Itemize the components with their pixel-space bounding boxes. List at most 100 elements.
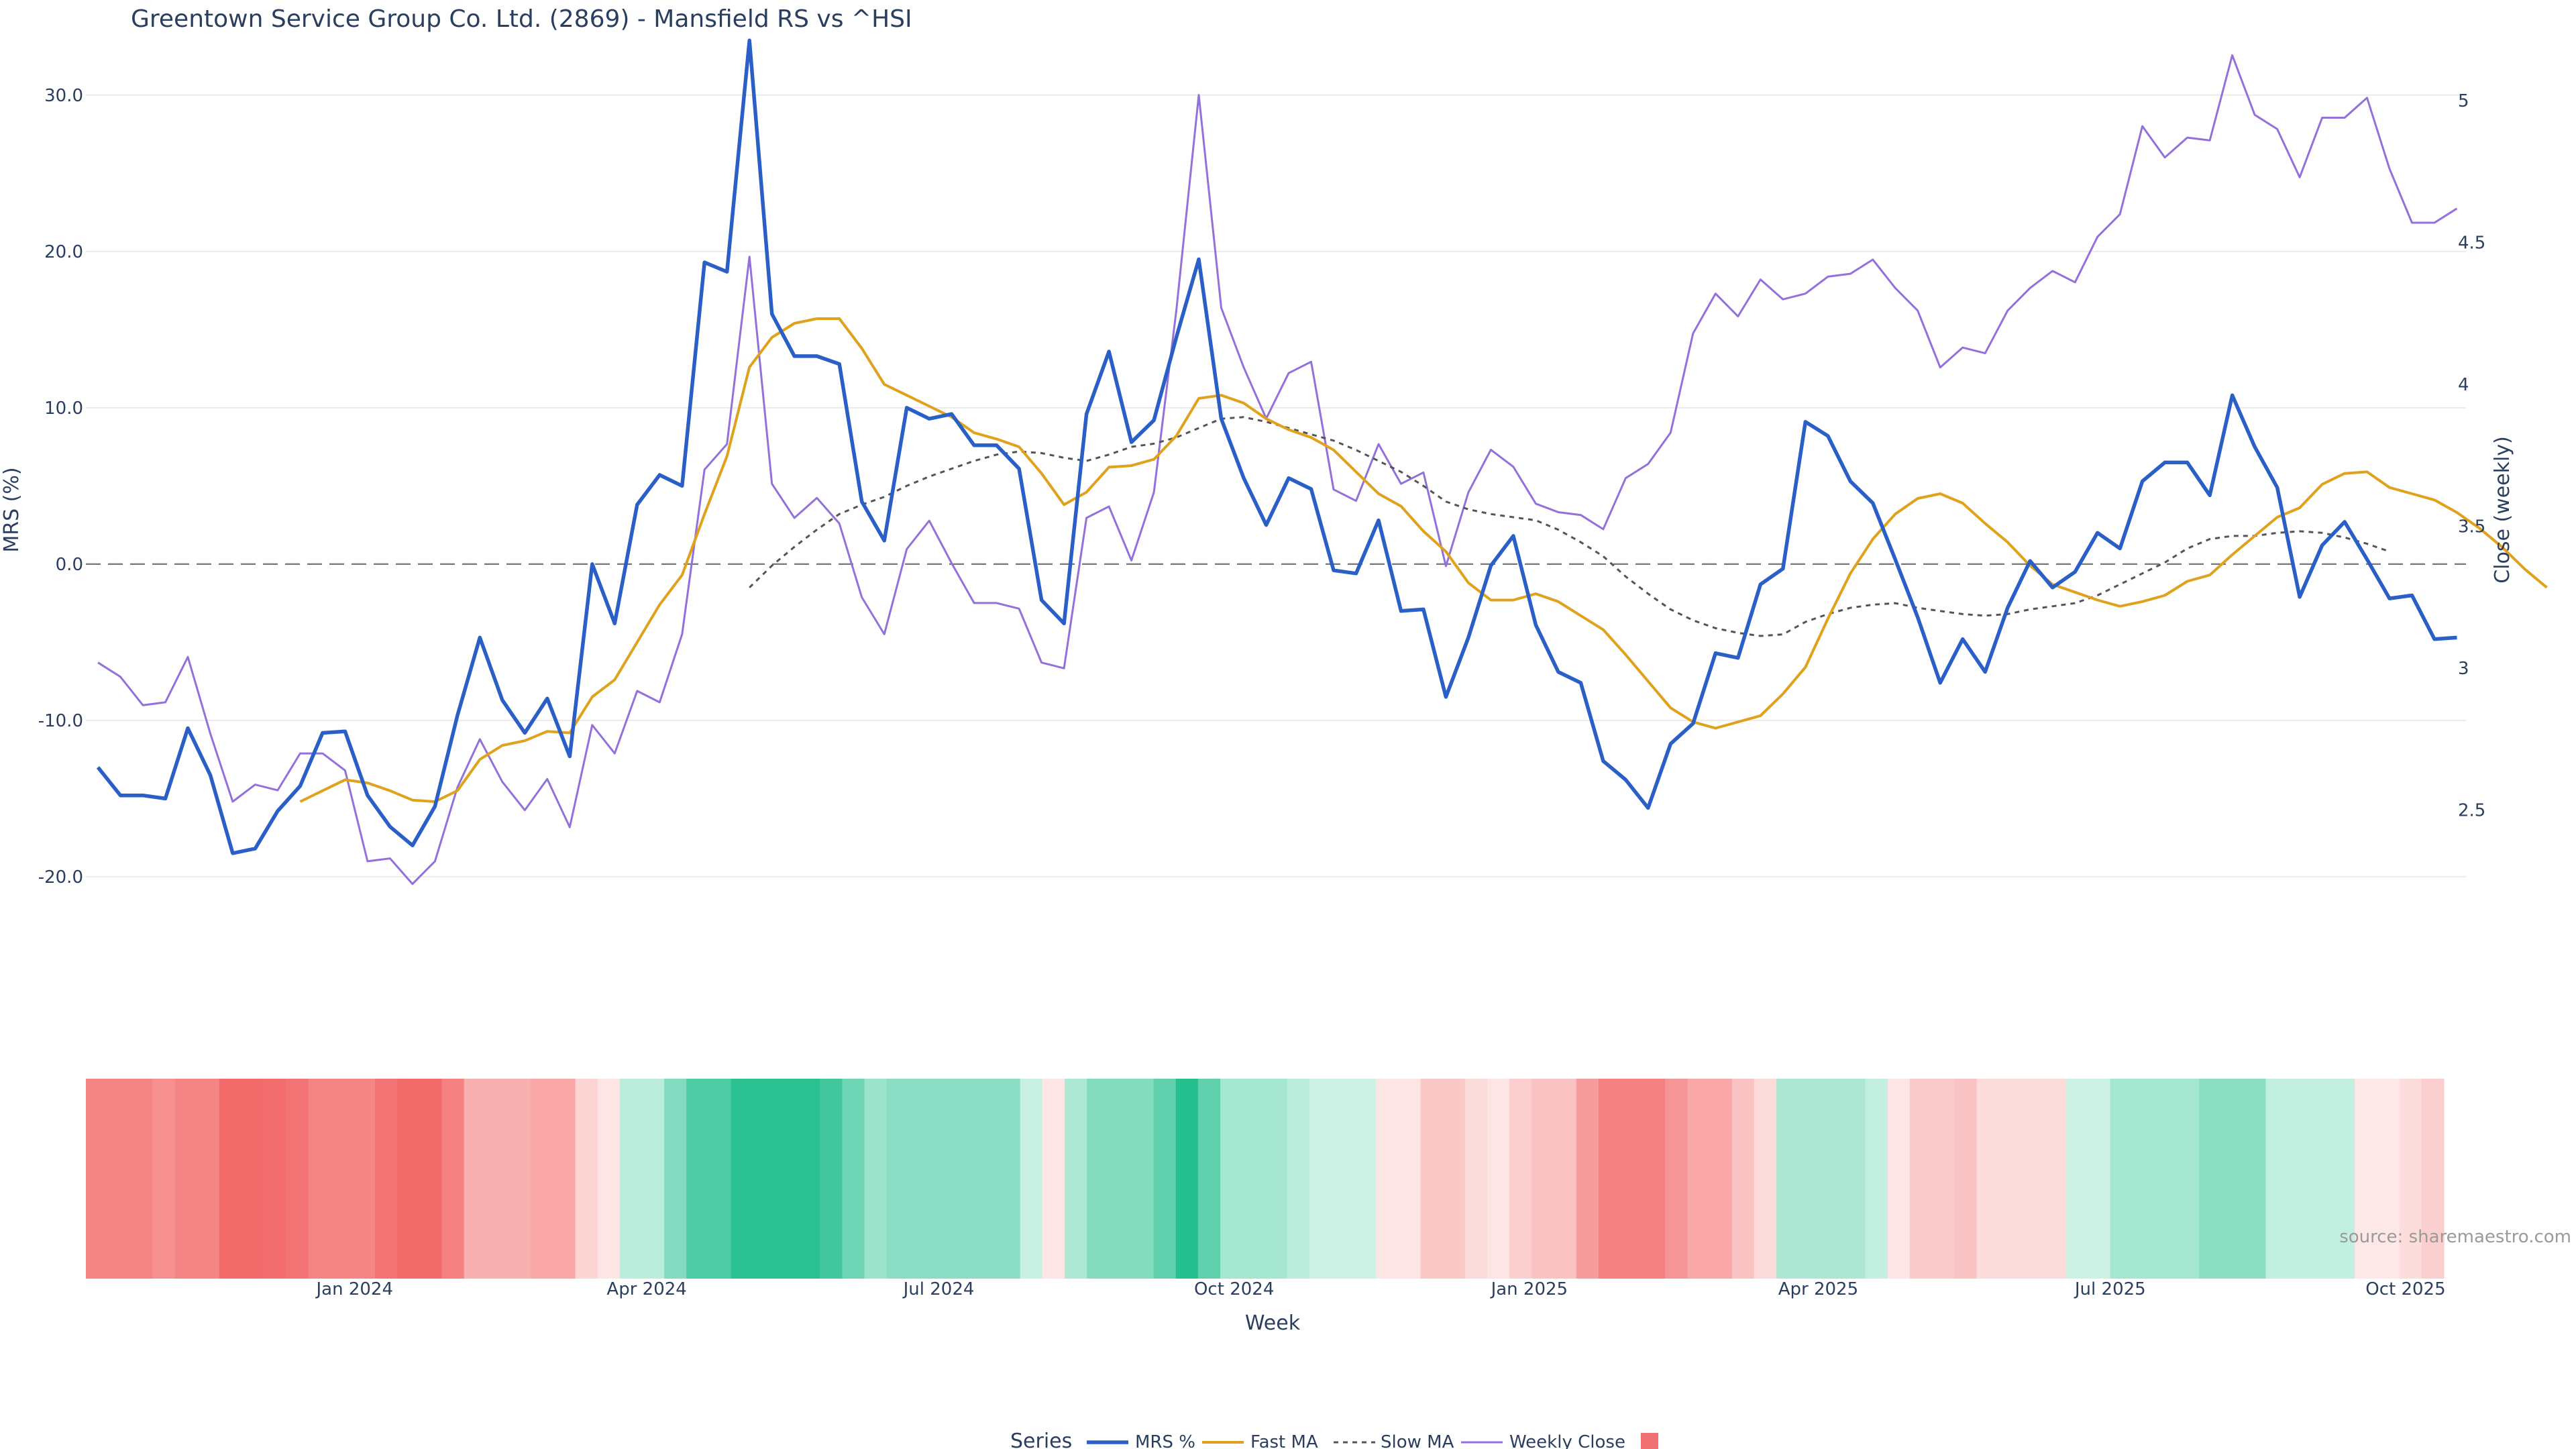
heatmap-cell bbox=[330, 1079, 354, 1279]
heatmap-cell bbox=[1509, 1079, 1533, 1279]
heatmap-cell bbox=[686, 1079, 710, 1279]
legend-swatch-heatmap[interactable] bbox=[1641, 1433, 1658, 1449]
heatmap-cell bbox=[2288, 1079, 2311, 1279]
heatmap-cell bbox=[1643, 1079, 1666, 1279]
heatmap-cell bbox=[1554, 1079, 1577, 1279]
heatmap-cell bbox=[1064, 1079, 1087, 1279]
heatmap-cell bbox=[1420, 1079, 1444, 1279]
legend-item-fast-ma[interactable]: Fast MA bbox=[1202, 1432, 1318, 1449]
heatmap-cell bbox=[2332, 1079, 2356, 1279]
heatmap-cell bbox=[2110, 1079, 2133, 1279]
heatmap-cell bbox=[1821, 1079, 1844, 1279]
heatmap-cell bbox=[2088, 1079, 2111, 1279]
heatmap-cell bbox=[1976, 1079, 2000, 1279]
heatmap-cell bbox=[1242, 1079, 1266, 1279]
heatmap-cell bbox=[1598, 1079, 1621, 1279]
heatmap-cell bbox=[2265, 1079, 2289, 1279]
heatmap-cell bbox=[1687, 1079, 1711, 1279]
heatmap-cell bbox=[1220, 1079, 1244, 1279]
heatmap-cell bbox=[1665, 1079, 1688, 1279]
series-mrs bbox=[96, 38, 2457, 855]
heatmap-cell bbox=[130, 1079, 154, 1279]
heatmap-cell bbox=[152, 1079, 176, 1279]
legend: Series MRS % Fast MA Slow MA Weekly Clos… bbox=[1010, 1430, 1658, 1449]
heatmap-cell bbox=[842, 1079, 865, 1279]
heatmap-cell bbox=[2176, 1079, 2200, 1279]
heatmap-cell bbox=[197, 1079, 220, 1279]
x-tick-label: Apr 2024 bbox=[606, 1279, 686, 1299]
y-right-tick-label: 2.5 bbox=[2458, 801, 2485, 821]
heatmap-cell bbox=[908, 1079, 932, 1279]
heatmap-cell bbox=[731, 1079, 754, 1279]
y-left-tick-label: 20.0 bbox=[44, 242, 83, 262]
legend-item-mrs[interactable]: MRS % bbox=[1087, 1432, 1195, 1449]
heatmap-cell bbox=[864, 1079, 888, 1279]
heatmap-cell bbox=[798, 1079, 821, 1279]
heatmap-cell bbox=[1576, 1079, 1599, 1279]
heatmap-cell bbox=[2154, 1079, 2178, 1279]
heatmap-cell bbox=[1799, 1079, 1822, 1279]
heatmap-cell bbox=[1487, 1079, 1510, 1279]
heatmap-cell bbox=[419, 1079, 443, 1279]
heatmap-cell bbox=[708, 1079, 732, 1279]
y-left-tick-label: -20.0 bbox=[38, 867, 83, 888]
y-right-tick-label: 3.5 bbox=[2458, 517, 2485, 537]
y-right-tick-label: 4.5 bbox=[2458, 233, 2485, 254]
y-left-tick-label: 10.0 bbox=[44, 398, 83, 419]
heatmap-cell bbox=[619, 1079, 643, 1279]
x-tick-label: Oct 2025 bbox=[2365, 1279, 2445, 1299]
gridlines bbox=[86, 94, 2466, 877]
heatmap-cell bbox=[1620, 1079, 1644, 1279]
heatmap-cell bbox=[1709, 1079, 1733, 1279]
heatmap-cell bbox=[2065, 1079, 2089, 1279]
heatmap-cell bbox=[1464, 1079, 1488, 1279]
heatmap-cell bbox=[931, 1079, 954, 1279]
heatmap-cell bbox=[1354, 1079, 1377, 1279]
heatmap-cell bbox=[2310, 1079, 2333, 1279]
legend-item-weekly-close[interactable]: Weekly Close bbox=[1461, 1432, 1625, 1449]
legend-label-fast-ma: Fast MA bbox=[1250, 1432, 1318, 1449]
x-tick-label: Oct 2024 bbox=[1194, 1279, 1274, 1299]
heatmap-cell bbox=[1932, 1079, 1955, 1279]
heatmap-cell bbox=[1776, 1079, 1800, 1279]
heatmap-cell bbox=[86, 1079, 109, 1279]
heatmap-cell bbox=[1532, 1079, 1555, 1279]
x-tick-label: Jan 2024 bbox=[315, 1279, 393, 1299]
legend-label-mrs: MRS % bbox=[1135, 1432, 1195, 1449]
heatmap-cell bbox=[2132, 1079, 2155, 1279]
series-fast-ma bbox=[299, 317, 2548, 803]
heatmap-cell bbox=[1153, 1079, 1177, 1279]
y-axis-left-title: MRS (%) bbox=[0, 467, 23, 552]
heatmap-cell bbox=[1865, 1079, 1888, 1279]
heatmap-cell bbox=[508, 1079, 531, 1279]
y-right-tick-label: 3 bbox=[2458, 659, 2469, 679]
heatmap-cell bbox=[2021, 1079, 2044, 1279]
heatmap-cell bbox=[486, 1079, 509, 1279]
heatmap-cell bbox=[2043, 1079, 2066, 1279]
heatmap-cell bbox=[1998, 1079, 2022, 1279]
heatmap-cell bbox=[2199, 1079, 2222, 1279]
heatmap-cell bbox=[1910, 1079, 1933, 1279]
heatmap-cell bbox=[1109, 1079, 1132, 1279]
legend-item-slow-ma[interactable]: Slow MA bbox=[1334, 1432, 1454, 1449]
heatmap-cell bbox=[1131, 1079, 1155, 1279]
heatmap-cell bbox=[2399, 1079, 2422, 1279]
heatmap-cell bbox=[308, 1079, 331, 1279]
chart-title: Greentown Service Group Co. Ltd. (2869) … bbox=[131, 5, 912, 33]
heatmap-cell bbox=[352, 1079, 376, 1279]
heatmap-cell bbox=[2355, 1079, 2378, 1279]
heatmap-cell bbox=[1197, 1079, 1221, 1279]
series-layer bbox=[96, 38, 2548, 885]
heatmap-cell bbox=[174, 1079, 198, 1279]
heatmap-cell bbox=[1731, 1079, 1755, 1279]
heatmap-cell bbox=[553, 1079, 576, 1279]
x-axis-title: Week bbox=[1245, 1311, 1301, 1335]
heatmap-cell bbox=[597, 1079, 621, 1279]
x-axis-ticks: Jan 2024 Apr 2024 Jul 2024 Oct 2024 Jan 2025… bbox=[315, 1279, 2445, 1299]
heatmap-cell bbox=[753, 1079, 776, 1279]
heatmap-cell bbox=[2221, 1079, 2245, 1279]
heatmap-cell bbox=[531, 1079, 554, 1279]
heatmap-cell bbox=[1442, 1079, 1466, 1279]
heatmap-cell bbox=[1754, 1079, 1777, 1279]
